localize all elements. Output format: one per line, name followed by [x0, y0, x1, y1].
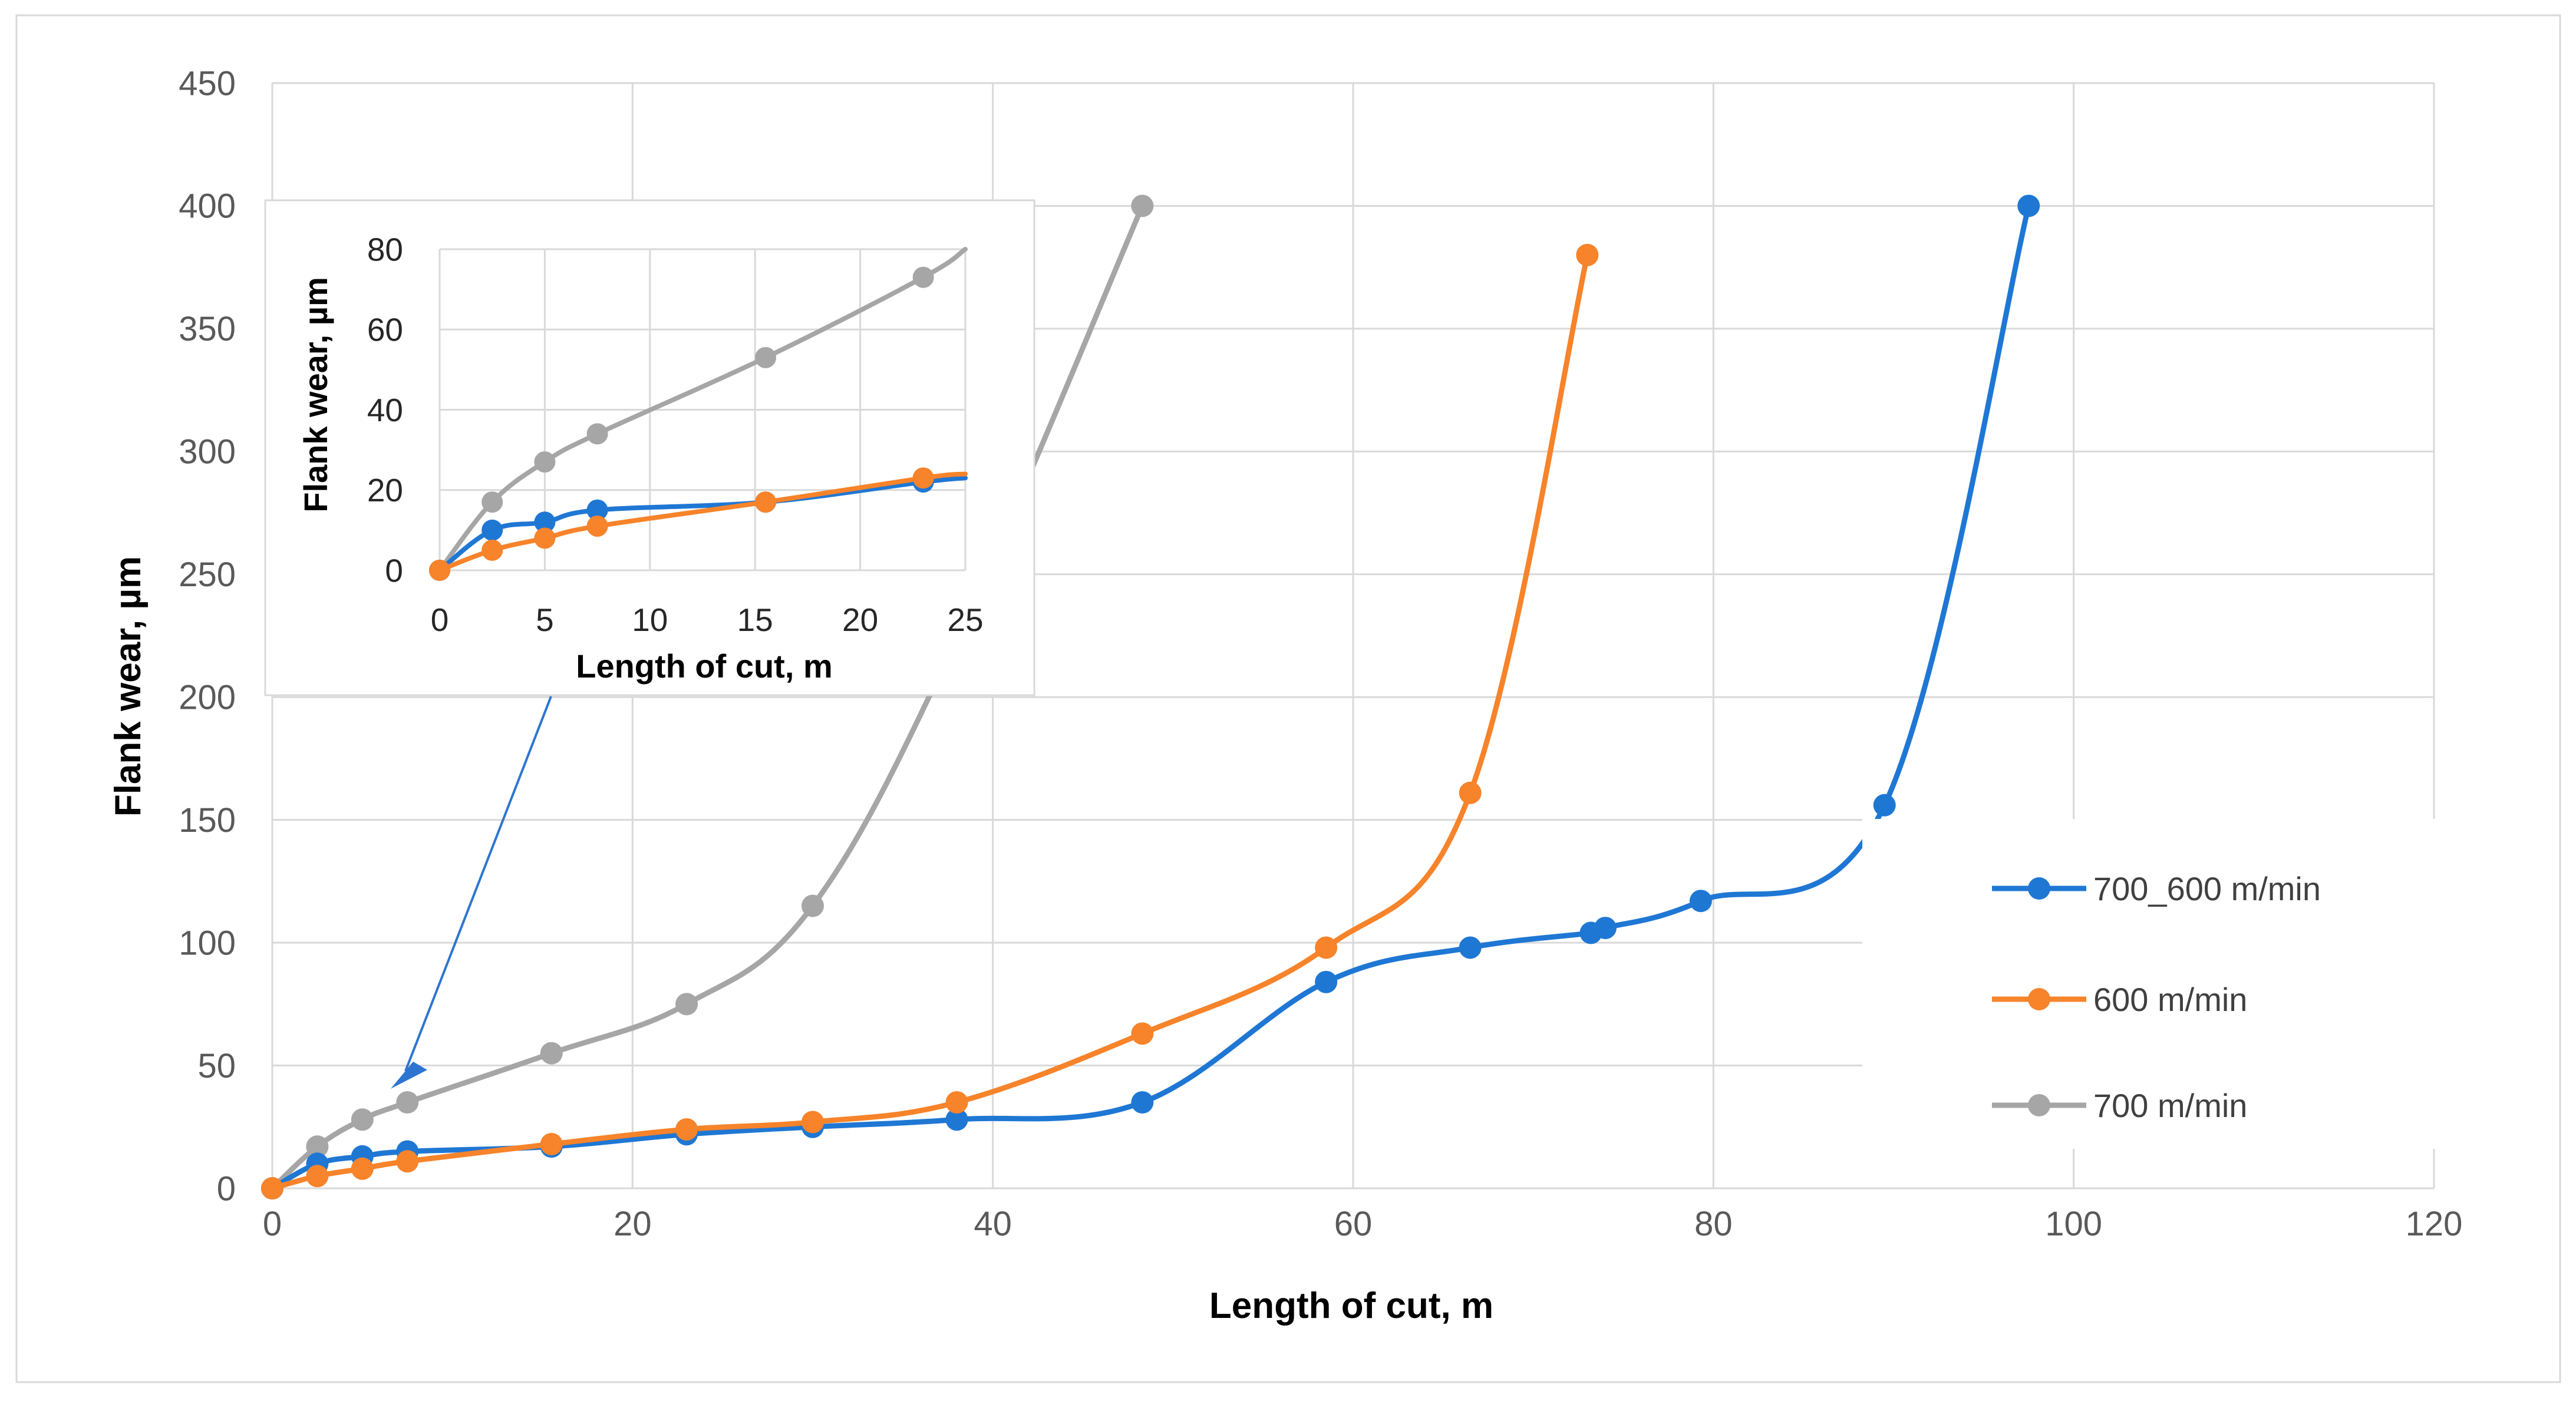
main-data-point	[261, 1177, 283, 1200]
main-data-point	[1131, 1022, 1154, 1045]
inset-x-tick-label: 15	[737, 602, 773, 638]
zoom-arrow-head	[391, 1062, 427, 1089]
inset-y-tick-label: 80	[367, 231, 403, 267]
main-data-point	[945, 1091, 968, 1114]
inset-x-axis-title: Length of cut, m	[576, 647, 833, 685]
main-data-point	[1459, 936, 1482, 959]
main-data-point	[351, 1157, 374, 1180]
main-data-point	[306, 1135, 329, 1158]
main-data-point	[2017, 194, 2040, 217]
legend-box	[1862, 819, 2552, 1149]
inset-data-point	[586, 499, 608, 521]
inset-data-point	[755, 346, 777, 368]
inset-x-tick-label: 5	[536, 602, 554, 638]
legend-item-2: 700 m/min	[1992, 1087, 2247, 1124]
inset-data-point	[912, 266, 934, 288]
inset-y-tick-label: 0	[385, 552, 403, 589]
main-data-point	[802, 1111, 824, 1134]
legend-label: 600 m/min	[2093, 981, 2247, 1018]
main-data-point	[1576, 243, 1599, 266]
main-x-tick-label: 40	[974, 1205, 1012, 1243]
main-data-point	[396, 1150, 419, 1173]
inset-y-tick-label: 60	[367, 312, 403, 348]
inset-data-point	[534, 451, 556, 473]
main-y-tick-label: 350	[179, 310, 236, 348]
inset-data-point	[755, 491, 777, 513]
main-y-tick-label: 400	[179, 187, 236, 226]
inset-data-point	[481, 491, 503, 513]
main-data-point	[675, 993, 698, 1016]
main-y-tick-label: 300	[179, 433, 236, 471]
inset-data-point	[481, 519, 503, 541]
main-series-1	[261, 243, 1599, 1200]
main-y-axis-title: Flank wear, µm	[108, 556, 149, 817]
main-y-tick-label: 100	[179, 924, 236, 962]
main-x-tick-label: 100	[2045, 1205, 2102, 1243]
main-data-point	[306, 1165, 329, 1188]
inset-y-tick-label: 20	[367, 472, 403, 508]
main-data-point	[351, 1108, 374, 1131]
main-x-tick-label: 0	[263, 1205, 282, 1243]
main-data-point	[540, 1132, 563, 1155]
zoom-arrow-line	[404, 696, 552, 1072]
main-data-point	[540, 1042, 563, 1065]
legend: 700_600 m/min 600 m/min 700 m/min	[1992, 870, 2321, 1124]
main-y-tick-label: 50	[197, 1047, 236, 1085]
main-y-tick-label: 450	[179, 64, 236, 103]
inset-x-tick-label: 0	[431, 602, 449, 638]
inset-series-group	[429, 247, 968, 581]
main-data-point	[1131, 1091, 1154, 1114]
main-y-tick-label: 0	[217, 1169, 236, 1208]
main-data-point	[945, 1108, 968, 1131]
inset-data-point	[912, 467, 934, 489]
main-y-tick-label: 150	[179, 801, 236, 840]
main-y-tick-label: 250	[179, 556, 236, 594]
main-x-tick-label: 120	[2406, 1205, 2463, 1243]
main-data-point	[1594, 917, 1617, 940]
inset-x-tick-label: 25	[947, 602, 983, 638]
main-data-point	[1689, 890, 1712, 913]
main-x-axis-title: Length of cut, m	[1209, 1286, 1493, 1326]
main-data-point	[1315, 970, 1338, 993]
inset-tick-labels: 0 20 40 60 80 0 5 10 15 20 25	[367, 231, 984, 638]
inset-data-point	[534, 527, 556, 549]
legend-item-1: 600 m/min	[1992, 981, 2247, 1018]
legend-item-0: 700_600 m/min	[1992, 870, 2321, 907]
inset-x-tick-label: 20	[842, 602, 878, 638]
legend-label: 700_600 m/min	[2093, 870, 2321, 907]
main-data-point	[1459, 781, 1482, 804]
inset-data-point	[586, 423, 608, 445]
inset-y-axis-title: Flank wear, µm	[297, 277, 334, 513]
main-data-point	[396, 1091, 419, 1114]
main-data-point	[1873, 794, 1896, 817]
main-y-tick-label: 200	[179, 679, 236, 717]
inset-x-tick-label: 10	[632, 602, 668, 638]
inset-data-point	[429, 560, 450, 581]
legend-label: 700 m/min	[2093, 1087, 2247, 1124]
main-data-point	[675, 1118, 698, 1141]
legend-swatch-marker	[2028, 877, 2050, 900]
inset-series-2	[429, 247, 968, 581]
inset-data-point	[481, 539, 503, 561]
legend-swatch-marker	[2028, 988, 2050, 1010]
main-x-tick-label: 80	[1694, 1205, 1733, 1243]
main-x-tick-label: 60	[1334, 1205, 1373, 1243]
inset-data-point	[586, 516, 608, 537]
legend-swatch-marker	[2028, 1094, 2050, 1116]
main-data-point	[802, 894, 824, 917]
main-data-point	[1315, 936, 1338, 959]
inset-series-1	[429, 467, 968, 581]
inset-y-tick-label: 40	[367, 392, 403, 428]
main-data-point	[1131, 194, 1154, 217]
main-x-tick-label: 20	[614, 1205, 652, 1243]
inset-data-point	[534, 511, 556, 533]
